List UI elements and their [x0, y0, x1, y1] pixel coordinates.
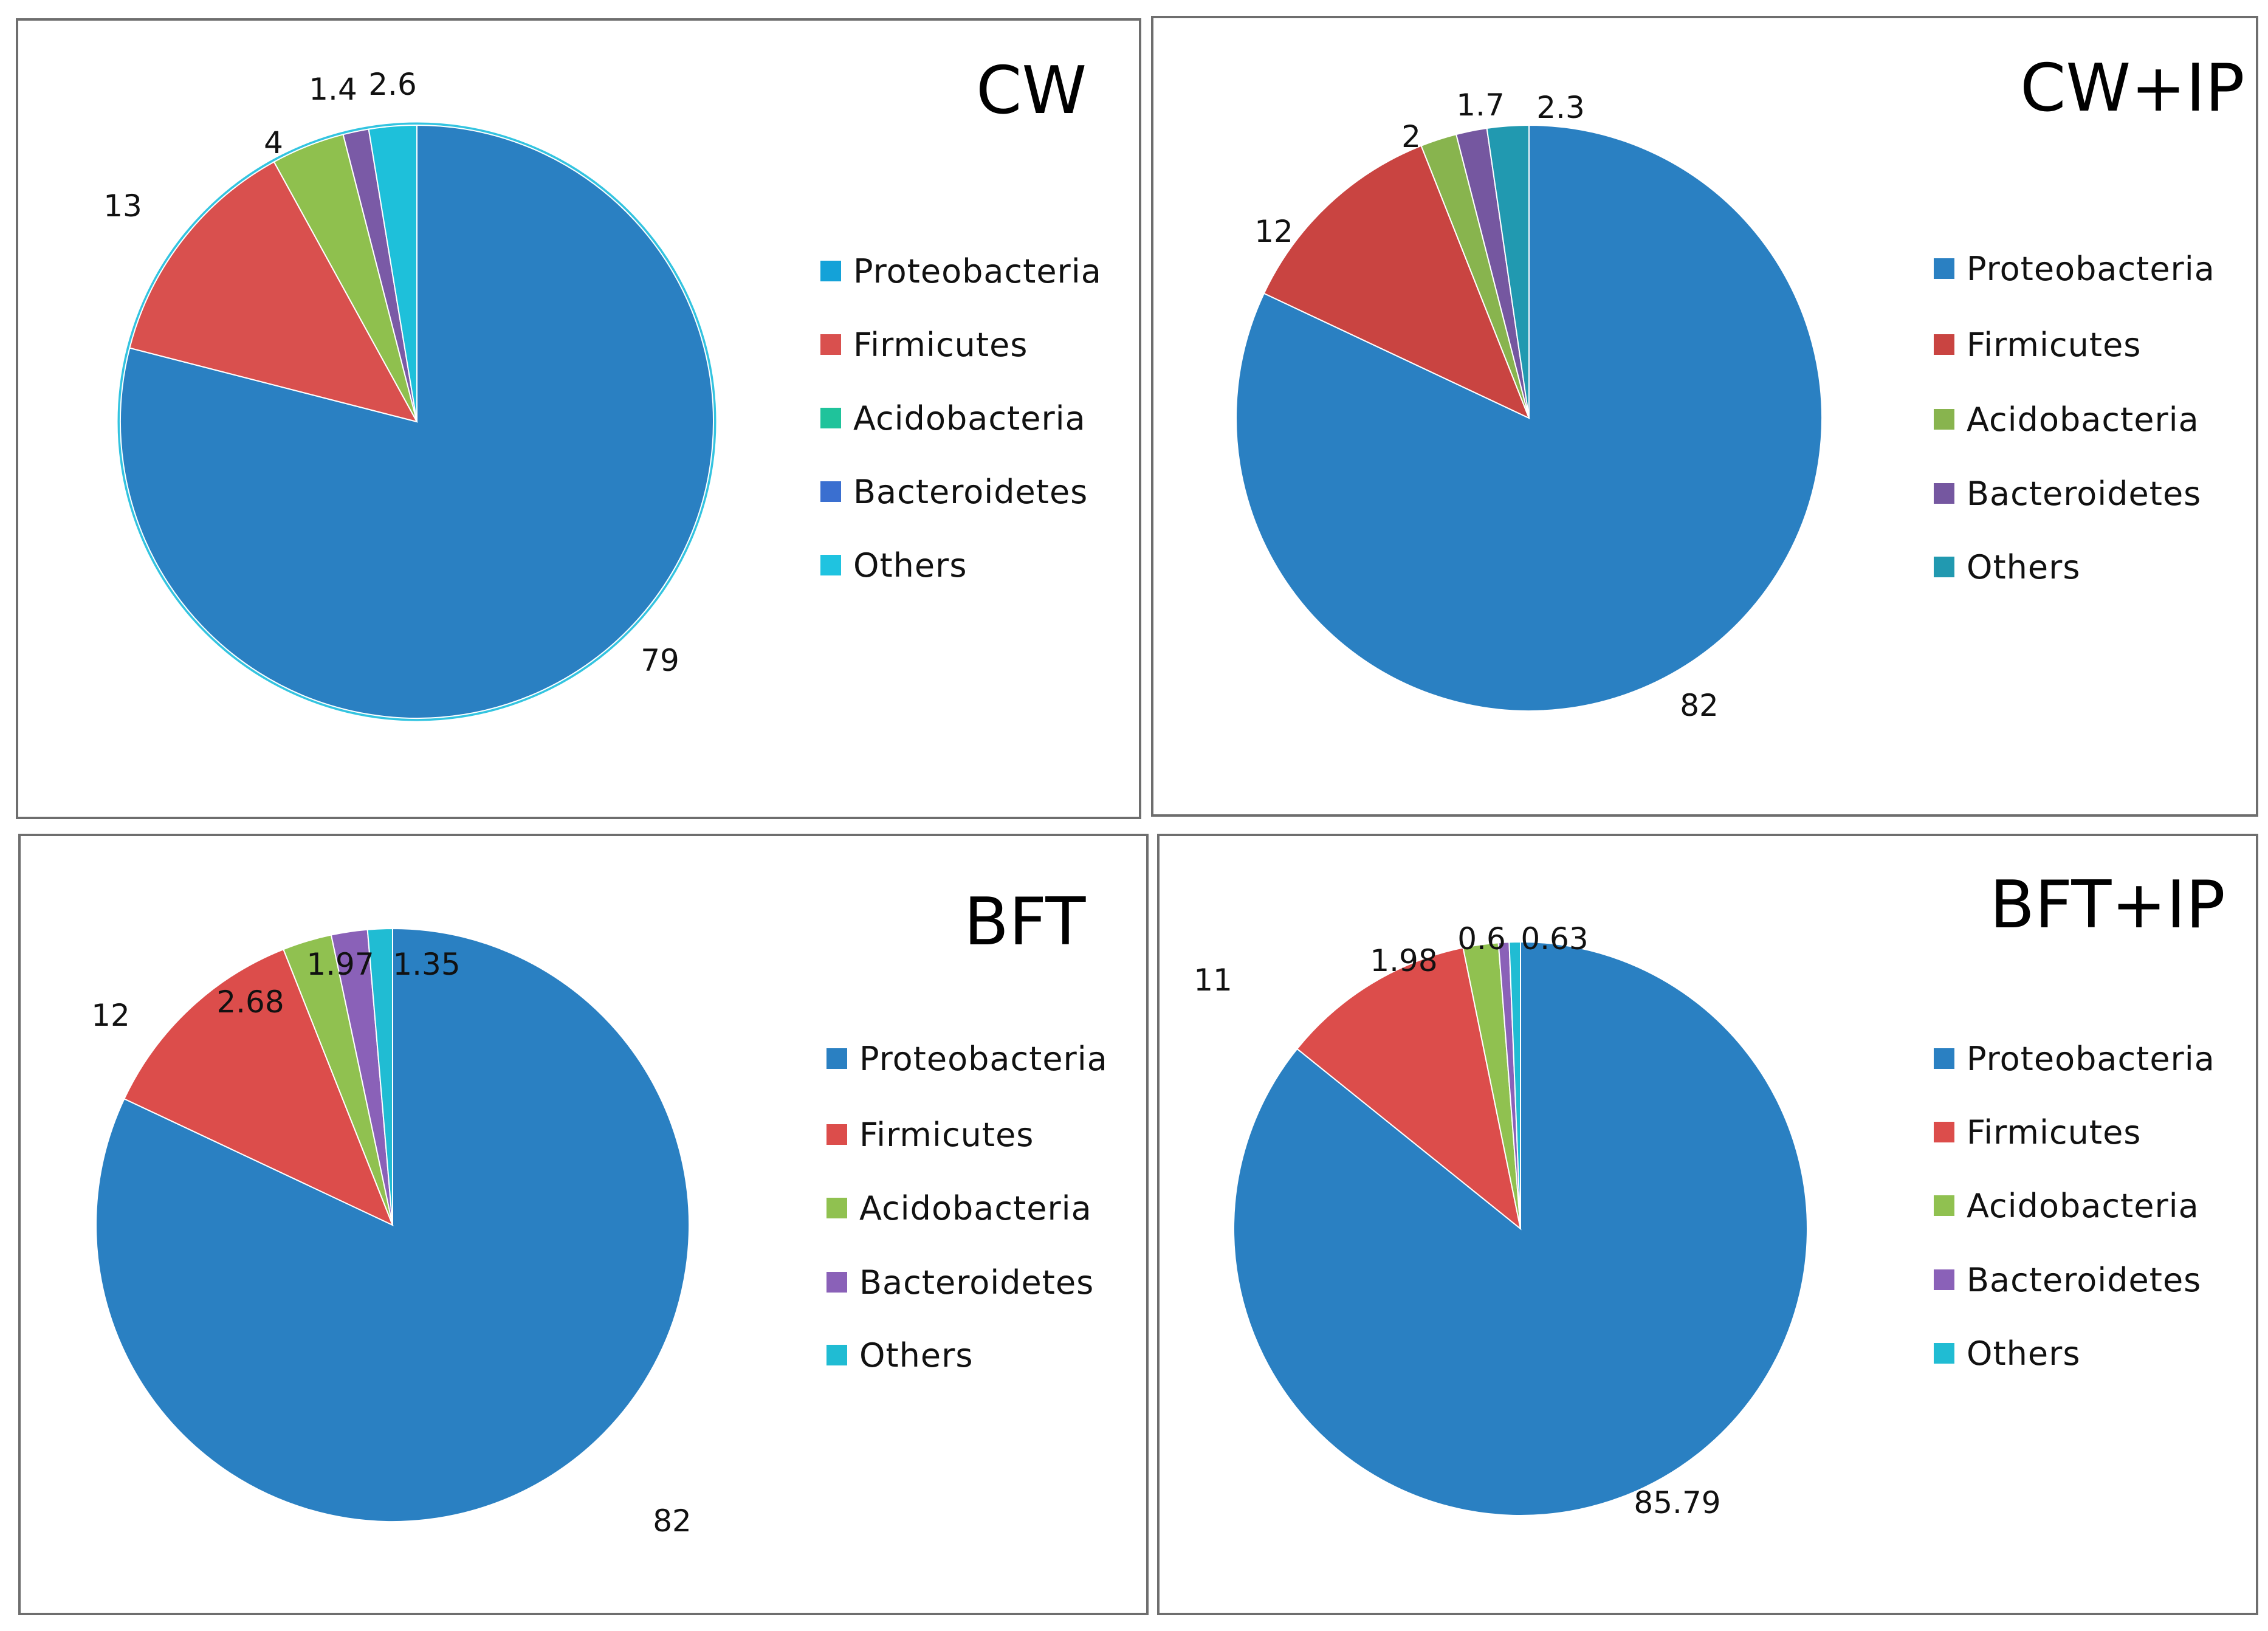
data-label-others: 0.63	[1521, 921, 1588, 956]
data-label-others: 2.3	[1536, 90, 1585, 125]
legend-item-firmicutes: Firmicutes	[826, 1116, 1034, 1154]
legend-swatch	[1934, 557, 1954, 577]
data-label-acidobacteria: 2.68	[216, 984, 284, 1020]
legend-swatch	[826, 1124, 847, 1145]
chart-panel-cw-ip: 82 12 2 1.7 2.3 CW+IP Proteobacteria Firmicu…	[1151, 16, 2258, 817]
legend-swatch	[1934, 258, 1954, 279]
chart-panel-bft: 82 12 2.68 1.97 1.35 BFT Proteobacteria Firm…	[18, 834, 1149, 1615]
pie-chart-bft: 82 12 2.68 1.97 1.35	[91, 927, 692, 1539]
legend-item-proteobacteria: Proteobacteria	[820, 252, 1102, 290]
pie-outline	[117, 122, 716, 721]
legend-item-proteobacteria: Proteobacteria	[1934, 250, 2215, 288]
legend-item-firmicutes: Firmicutes	[1934, 1113, 2141, 1152]
legend-swatch	[1934, 1048, 1954, 1069]
legend-item-others: Others	[820, 546, 967, 585]
chart-panel-bft-ip: 85.79 11 1.98 0.6 0.63 BFT+IP Proteobacteria…	[1157, 834, 2258, 1615]
data-label-others: 1.35	[393, 947, 460, 982]
pie-chart-bft-ip: 85.79 11 1.98 0.6 0.63	[1194, 921, 1808, 1520]
pie-slice-firmicutes	[129, 161, 418, 423]
legend-item-proteobacteria: Proteobacteria	[1934, 1040, 2215, 1078]
legend-swatch	[1934, 1343, 1954, 1364]
pie-slice-others	[1508, 941, 1521, 1229]
pie-slice-firmicutes	[1296, 947, 1522, 1231]
legend-item-others: Others	[1934, 1334, 2080, 1373]
legend-swatch	[826, 1272, 847, 1293]
data-label-bacteroidetes: 1.4	[309, 72, 357, 107]
data-label-bacteroidetes: 1.7	[1456, 88, 1505, 123]
legend-swatch	[1934, 1269, 1954, 1290]
legend-item-bacteroidetes: Bacteroidetes	[1934, 475, 2201, 513]
legend-swatch	[826, 1048, 847, 1069]
data-label-firmicutes: 12	[1254, 214, 1293, 249]
legend-swatch	[1934, 1122, 1954, 1142]
legend-item-bacteroidetes: Bacteroidetes	[826, 1263, 1094, 1302]
legend-item-firmicutes: Firmicutes	[820, 326, 1028, 364]
legend-item-bacteroidetes: Bacteroidetes	[1934, 1261, 2201, 1299]
legend-item-firmicutes: Firmicutes	[1934, 326, 2141, 364]
legend-swatch	[820, 334, 841, 355]
data-label-firmicutes: 13	[103, 188, 142, 224]
legend-swatch	[820, 261, 841, 281]
data-label-proteobacteria: 82	[1680, 688, 1719, 723]
pie-slice-others	[366, 927, 393, 1226]
pie-slice-firmicutes	[123, 948, 394, 1226]
legend-swatch	[1934, 483, 1954, 504]
legend-swatch	[1934, 409, 1954, 430]
legend-swatch	[826, 1198, 847, 1218]
data-label-acidobacteria: 4	[264, 125, 283, 160]
data-label-acidobacteria: 2	[1401, 119, 1421, 154]
data-label-proteobacteria: 79	[641, 643, 679, 678]
chart-title: CW+IP	[2020, 50, 2245, 126]
legend-item-acidobacteria: Acidobacteria	[826, 1189, 1092, 1228]
legend-item-acidobacteria: Acidobacteria	[1934, 1187, 2199, 1225]
pie-slice-others	[368, 124, 418, 422]
data-label-proteobacteria: 82	[653, 1503, 692, 1539]
legend-swatch	[820, 408, 841, 428]
data-label-proteobacteria: 85.79	[1634, 1485, 1720, 1520]
chart-panel-cw: 79 13 4 1.4 2.6 CW Proteobacteria Firmicutes…	[16, 18, 1141, 819]
legend-item-acidobacteria: Acidobacteria	[1934, 400, 2199, 439]
data-label-others: 2.6	[368, 67, 417, 102]
legend-item-proteobacteria: Proteobacteria	[826, 1040, 1108, 1078]
data-label-bacteroidetes: 1.97	[306, 947, 374, 982]
chart-title: CW	[976, 53, 1087, 129]
legend-swatch	[1934, 1195, 1954, 1216]
chart-title: BFT+IP	[1990, 867, 2225, 943]
legend-swatch	[820, 481, 841, 502]
legend-swatch	[820, 555, 841, 575]
legend-item-acidobacteria: Acidobacteria	[820, 399, 1086, 438]
legend-item-others: Others	[826, 1336, 973, 1375]
data-label-firmicutes: 11	[1194, 963, 1232, 998]
pie-slice-others	[1486, 124, 1530, 419]
legend-item-others: Others	[1934, 548, 2080, 586]
data-label-acidobacteria: 1.98	[1370, 943, 1437, 978]
pie-chart-cw-ip: 82 12 2 1.7 2.3	[1235, 88, 1823, 723]
legend-swatch	[826, 1345, 847, 1365]
legend-swatch	[1934, 334, 1954, 355]
pie-slice-firmicutes	[1263, 145, 1530, 419]
chart-title: BFT	[964, 884, 1086, 960]
legend-item-bacteroidetes: Bacteroidetes	[820, 473, 1088, 511]
pie-chart-cw: 79 13 4 1.4 2.6	[103, 67, 716, 721]
data-label-firmicutes: 12	[91, 998, 130, 1033]
data-label-bacteroidetes: 0.6	[1457, 921, 1506, 956]
